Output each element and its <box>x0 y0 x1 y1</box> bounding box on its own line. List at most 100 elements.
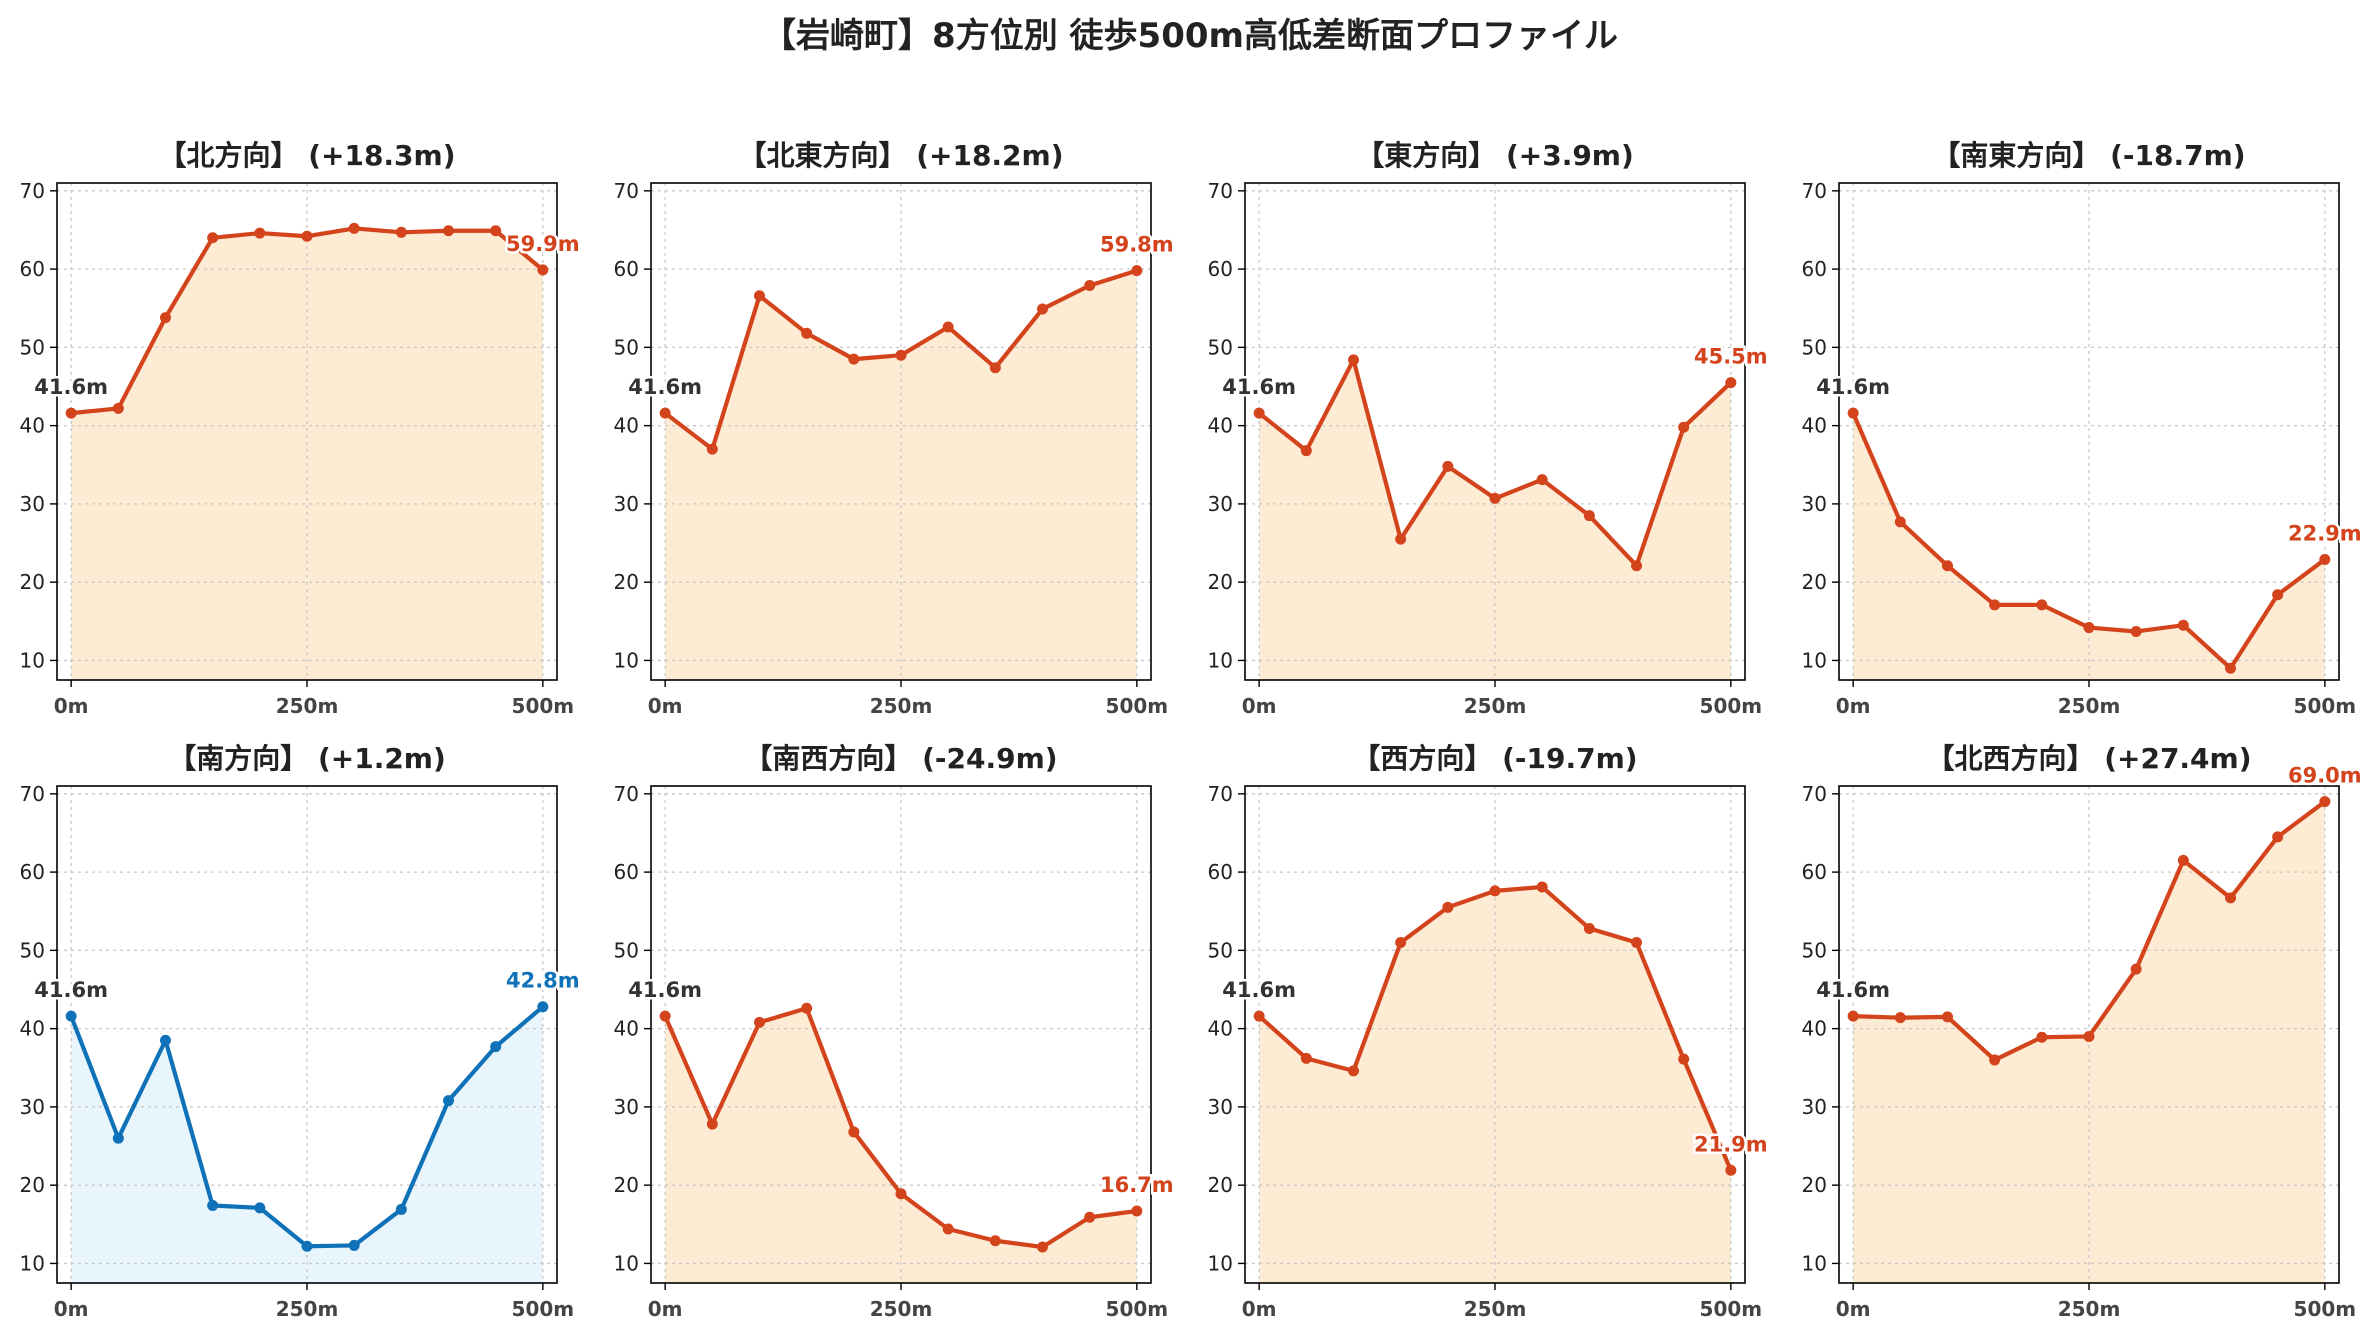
data-point <box>443 1095 455 1107</box>
x-tick-label: 0m <box>54 1297 89 1321</box>
area-fill <box>1853 413 2325 680</box>
y-tick-label: 50 <box>1208 335 1233 359</box>
data-point <box>895 349 907 361</box>
data-point <box>1395 533 1407 545</box>
y-tick-label: 50 <box>614 335 639 359</box>
y-tick-label: 70 <box>1208 782 1233 806</box>
y-tick-label: 30 <box>20 1095 45 1119</box>
y-tick-label: 20 <box>20 570 45 594</box>
x-tick-label: 0m <box>648 1297 683 1321</box>
x-tick-label: 500m <box>512 1297 575 1321</box>
x-tick-label: 500m <box>1106 694 1169 718</box>
area-fill <box>71 228 543 681</box>
y-tick-label: 40 <box>1208 414 1233 438</box>
data-point <box>1725 377 1737 389</box>
data-point <box>989 1235 1001 1247</box>
y-tick-label: 70 <box>1802 782 1827 806</box>
data-point <box>942 321 954 333</box>
data-point <box>1489 885 1501 897</box>
x-tick-label: 250m <box>2058 694 2121 718</box>
y-tick-label: 20 <box>20 1173 45 1197</box>
x-tick-label: 0m <box>1242 1297 1277 1321</box>
area-fill <box>71 1006 543 1283</box>
y-tick-label: 60 <box>20 860 45 884</box>
data-point <box>2225 892 2237 904</box>
data-point <box>159 312 171 324</box>
y-tick-label: 40 <box>20 414 45 438</box>
data-point <box>1536 474 1548 486</box>
y-tick-label: 20 <box>614 1173 639 1197</box>
x-tick-label: 250m <box>1464 1297 1527 1321</box>
end-value-label: 59.8m <box>1100 233 1174 257</box>
data-point <box>207 232 219 244</box>
subplot-2: 10 20 30 40 50 60 70 0m 250m 500m 【北東方向】 (+18.2m) 4… <box>614 139 1177 718</box>
start-value-label: 41.6m <box>1222 978 1296 1002</box>
subplot-title: 【北東方向】 (+18.2m) <box>738 139 1063 172</box>
data-point <box>490 1041 502 1053</box>
data-point <box>801 327 813 339</box>
data-point <box>1084 280 1096 292</box>
x-tick-label: 500m <box>2294 1297 2357 1321</box>
y-tick-label: 30 <box>1208 492 1233 516</box>
data-point <box>895 1188 907 1200</box>
data-point <box>1631 937 1643 949</box>
x-tick-label: 250m <box>276 1297 339 1321</box>
data-point <box>1131 265 1143 277</box>
data-point <box>1583 510 1595 522</box>
subplot-1: 10 20 30 40 50 60 70 0m 250m 500m 【北方向】 (+18.3m) 41… <box>20 139 583 718</box>
y-tick-label: 10 <box>1208 648 1233 672</box>
data-point <box>2083 622 2095 634</box>
data-point <box>348 222 360 234</box>
area-fill <box>665 1008 1137 1283</box>
data-point <box>443 225 455 237</box>
x-tick-label: 500m <box>2294 694 2357 718</box>
end-value-label: 16.7m <box>1100 1173 1174 1197</box>
y-tick-label: 60 <box>1208 257 1233 281</box>
x-tick-label: 500m <box>1700 1297 1763 1321</box>
y-tick-label: 50 <box>20 938 45 962</box>
data-point <box>2177 619 2189 631</box>
data-point <box>1847 1010 1859 1022</box>
data-point <box>2272 831 2284 843</box>
data-point <box>1395 937 1407 949</box>
data-point <box>2130 963 2142 975</box>
y-tick-label: 20 <box>614 570 639 594</box>
area-fill <box>665 270 1137 680</box>
data-point <box>1253 407 1265 419</box>
data-point <box>942 1223 954 1235</box>
data-point <box>207 1200 219 1212</box>
x-tick-label: 0m <box>54 694 89 718</box>
y-tick-label: 40 <box>614 1017 639 1041</box>
data-point <box>2130 625 2142 637</box>
y-tick-label: 70 <box>1802 179 1827 203</box>
data-point <box>65 1010 77 1022</box>
data-point <box>2036 1031 2048 1043</box>
subplot-title: 【北方向】 (+18.3m) <box>158 139 455 172</box>
y-tick-label: 60 <box>614 257 639 281</box>
data-point <box>1084 1211 1096 1223</box>
y-tick-label: 20 <box>1208 570 1233 594</box>
data-point <box>254 1202 266 1214</box>
end-value-label: 69.0m <box>2288 764 2362 788</box>
data-point <box>1300 445 1312 457</box>
data-point <box>2319 553 2331 565</box>
data-point <box>1847 407 1859 419</box>
x-tick-label: 500m <box>1106 1297 1169 1321</box>
y-tick-label: 20 <box>1208 1173 1233 1197</box>
y-tick-label: 40 <box>20 1017 45 1041</box>
y-tick-label: 50 <box>20 335 45 359</box>
data-point <box>2319 796 2331 808</box>
data-point <box>254 227 266 239</box>
y-tick-label: 70 <box>614 179 639 203</box>
y-tick-label: 30 <box>1802 492 1827 516</box>
start-value-label: 41.6m <box>628 375 702 399</box>
data-point <box>706 1118 718 1130</box>
data-point <box>1941 560 1953 572</box>
y-tick-label: 70 <box>1208 179 1233 203</box>
data-point <box>2177 854 2189 866</box>
data-point <box>348 1239 360 1251</box>
end-value-label: 59.9m <box>506 232 580 256</box>
data-point <box>2272 589 2284 601</box>
y-tick-label: 30 <box>1208 1095 1233 1119</box>
